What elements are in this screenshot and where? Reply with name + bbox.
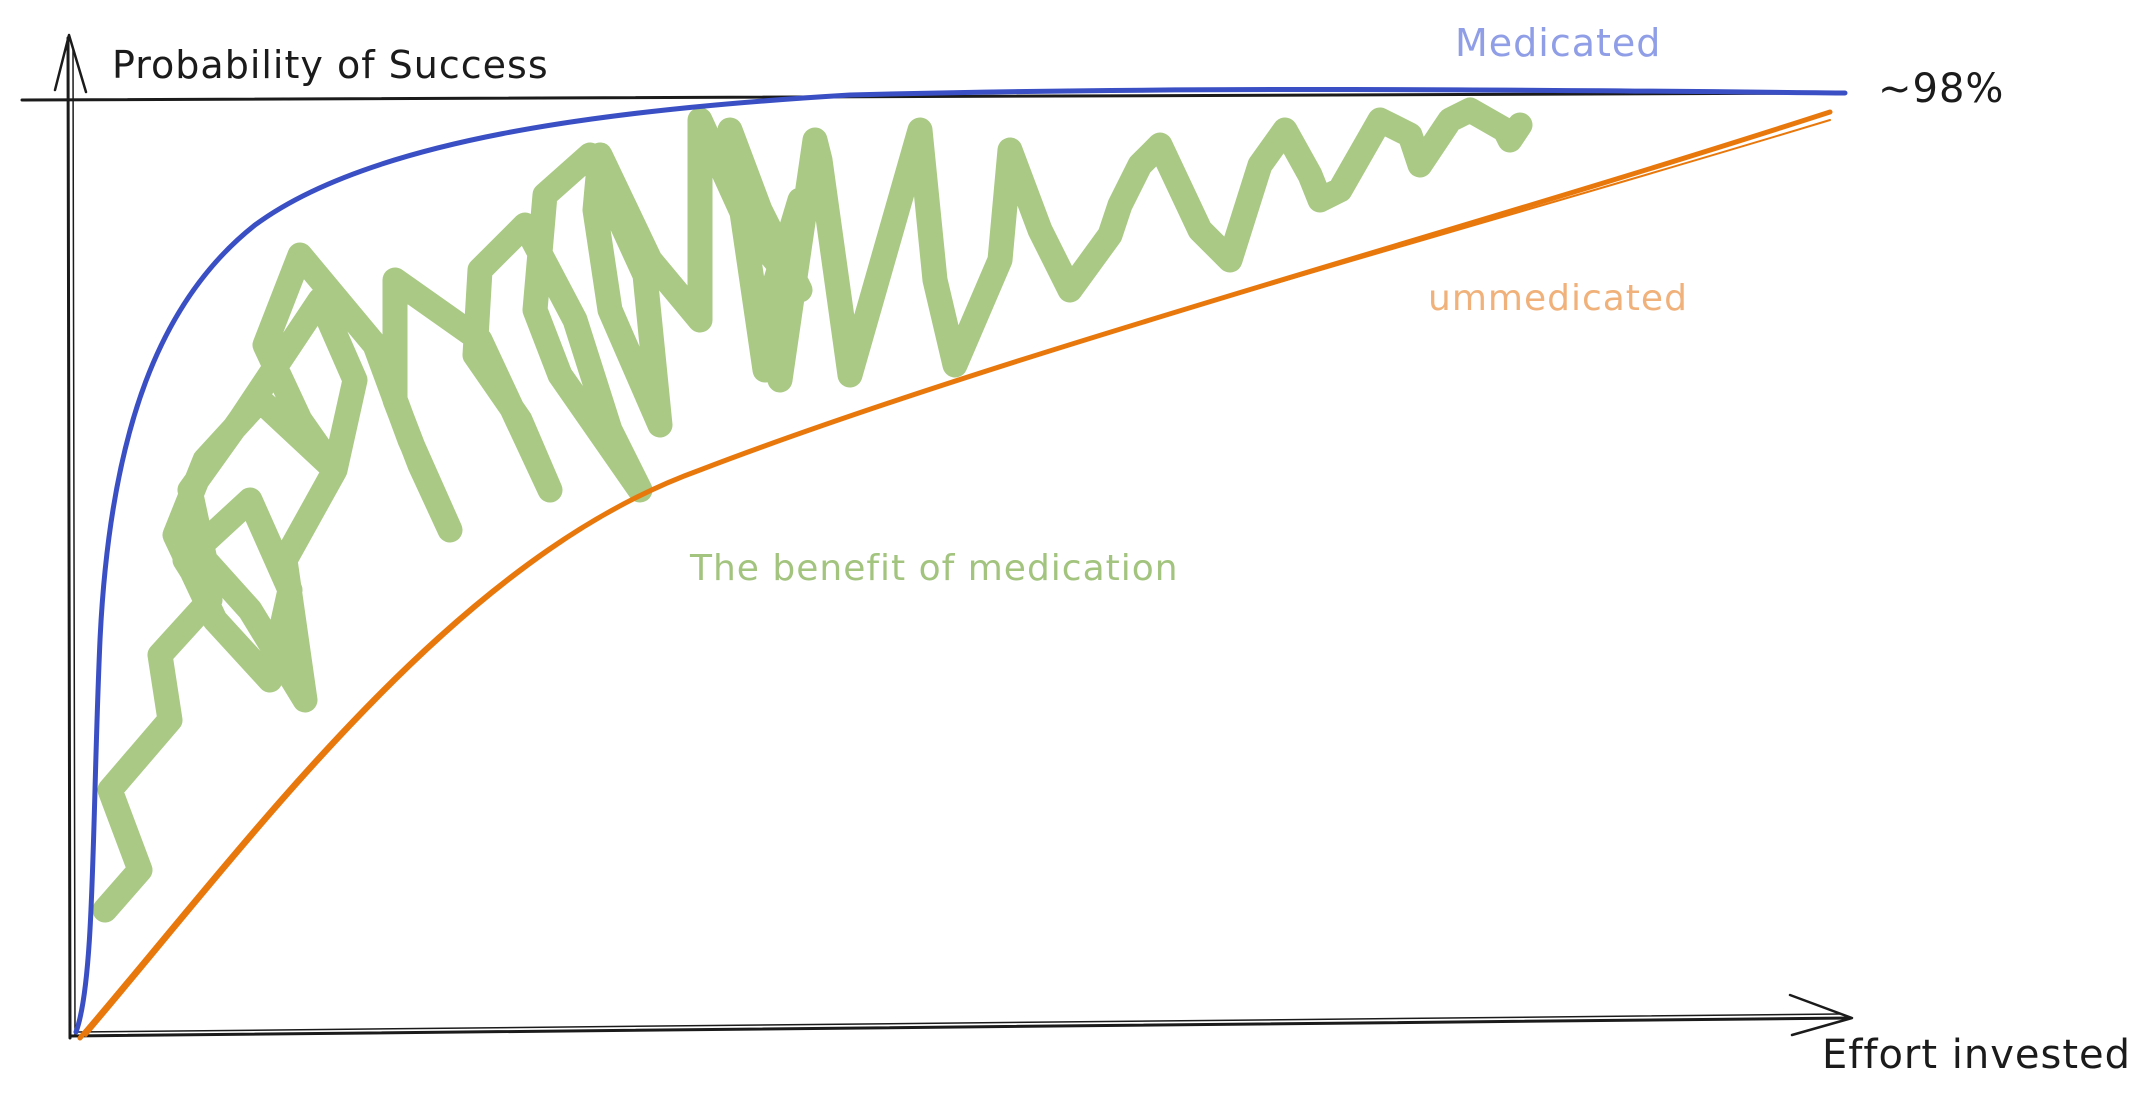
unmedicated-label: ummedicated bbox=[1428, 278, 1688, 319]
x-axis-arrowhead bbox=[1788, 993, 1854, 1037]
benefit-scribble bbox=[92, 97, 1533, 923]
medicated-label: Medicated bbox=[1455, 21, 1661, 65]
asymptote-label: ~98% bbox=[1878, 66, 2004, 112]
x-axis-label: Effort invested bbox=[1822, 1032, 2131, 1078]
x-axis-shadow bbox=[77, 1013, 1841, 1033]
y-axis-shadow bbox=[72, 49, 76, 1037]
medicated-curve bbox=[73, 86, 1848, 1035]
y-axis-label: Probability of Success bbox=[112, 43, 549, 87]
y-axis bbox=[66, 36, 72, 1040]
asymptote-line bbox=[20, 91, 1847, 102]
benefit-label: The benefit of medication bbox=[689, 548, 1179, 589]
unmedicated-curve-shadow bbox=[85, 119, 1831, 1037]
y-axis-arrowhead bbox=[53, 33, 88, 94]
x-axis bbox=[68, 1016, 1852, 1038]
